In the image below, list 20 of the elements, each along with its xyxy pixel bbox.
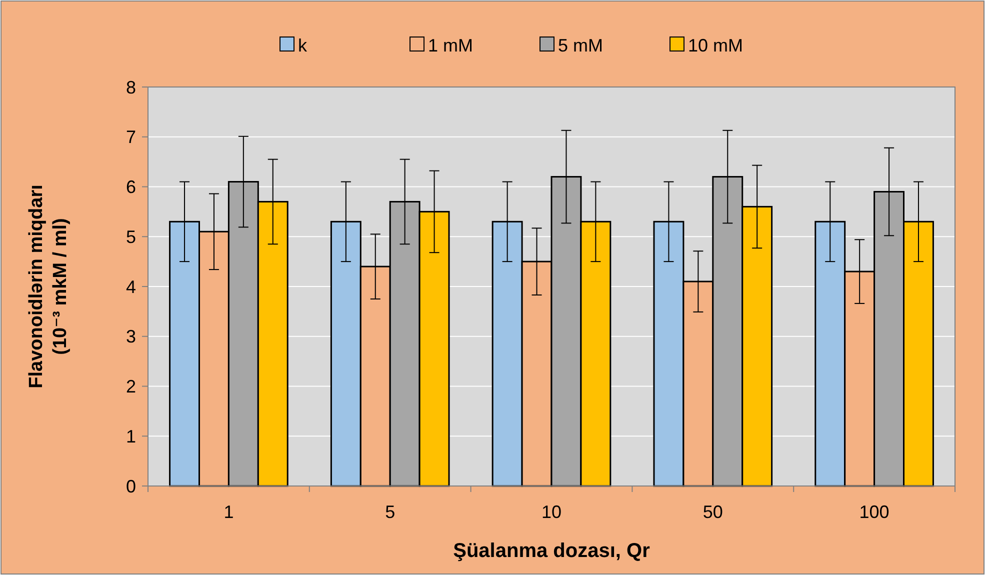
y-axis-title: Flavonoidlərin miqdarı (10⁻³ mkM / ml): [26, 184, 71, 388]
legend-label: 1 mM: [428, 35, 473, 56]
legend-label: 10 mM: [688, 35, 744, 56]
y-tick-label: 0: [126, 476, 136, 496]
x-tick-label: 5: [385, 502, 396, 522]
x-tick-label: 100: [859, 502, 890, 522]
y-tick-label: 7: [126, 127, 136, 148]
y-tick-label: 8: [126, 77, 136, 98]
y-tick-label: 2: [126, 376, 136, 397]
y-tick-label: 4: [126, 276, 136, 297]
y-tick-label: 5: [126, 226, 136, 247]
x-tick-label: 1: [224, 502, 234, 522]
x-tick-label: 10: [541, 502, 562, 522]
x-axis-title: Şüalanma dozası, Qr: [453, 540, 650, 562]
legend-label: 5 mM: [558, 35, 603, 56]
x-tick-label: 50: [702, 502, 723, 522]
y-tick-label: 1: [126, 426, 136, 446]
legend-label: k: [298, 35, 308, 56]
y-tick-label: 6: [126, 177, 136, 198]
y-tick-label: 3: [126, 326, 136, 347]
